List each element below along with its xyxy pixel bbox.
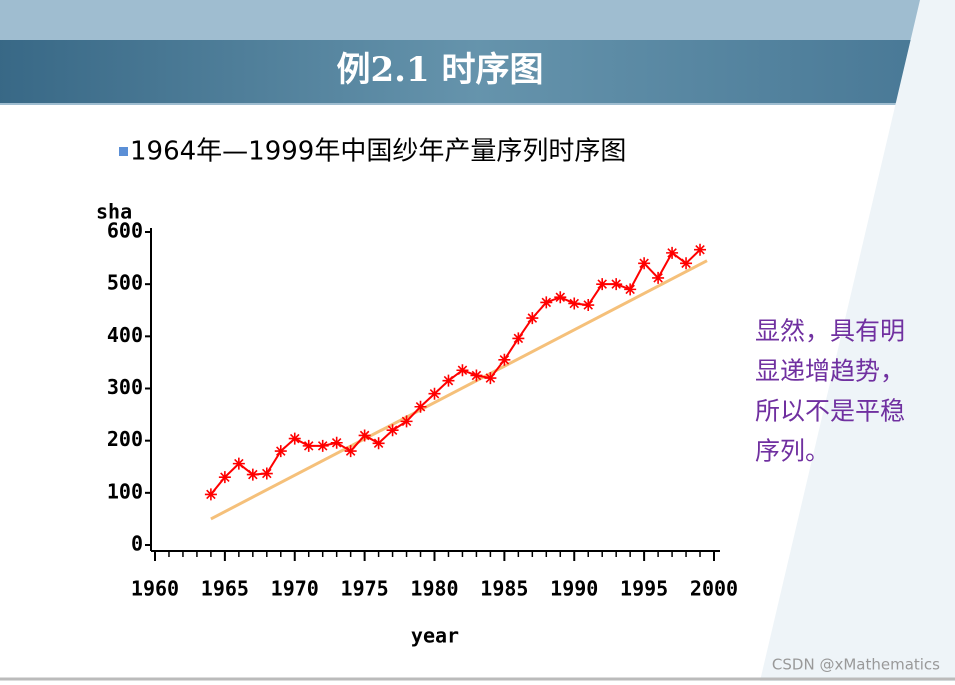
y-tick-label: 0 bbox=[131, 532, 143, 556]
data-point bbox=[680, 257, 693, 270]
data-point bbox=[624, 283, 637, 296]
x-tick-label: 1985 bbox=[480, 577, 528, 601]
data-point bbox=[442, 374, 455, 387]
data-point bbox=[610, 278, 623, 291]
y-tick-label: 400 bbox=[107, 323, 143, 347]
data-point bbox=[232, 457, 245, 470]
data-point bbox=[470, 369, 483, 382]
data-point bbox=[218, 471, 231, 484]
header-band bbox=[0, 40, 955, 103]
data-point bbox=[414, 400, 427, 413]
data-point bbox=[358, 429, 371, 442]
data-point bbox=[386, 424, 399, 437]
x-tick-label: 1965 bbox=[201, 577, 249, 601]
note-line: 显递增趋势， bbox=[755, 357, 905, 386]
x-tick-label: 1970 bbox=[271, 577, 319, 601]
y-axis-label: sha bbox=[96, 200, 132, 224]
x-tick-label: 1980 bbox=[410, 577, 458, 601]
data-point bbox=[652, 271, 665, 284]
chart-panel bbox=[93, 198, 750, 653]
trend-line bbox=[210, 259, 708, 521]
data-point bbox=[456, 364, 469, 377]
data-point bbox=[666, 246, 679, 259]
y-tick-label: 100 bbox=[107, 479, 143, 503]
data-point bbox=[372, 437, 385, 450]
data-point bbox=[526, 312, 539, 325]
data-point bbox=[540, 296, 553, 309]
data-point bbox=[554, 291, 567, 304]
bullet-marker bbox=[119, 147, 128, 156]
data-point bbox=[400, 415, 413, 428]
data-point bbox=[316, 439, 329, 452]
data-point bbox=[302, 439, 315, 452]
y-tick-label: 500 bbox=[107, 271, 143, 295]
data-point bbox=[484, 372, 497, 385]
data-point bbox=[344, 445, 357, 458]
bullet-text: 1964年—1999年中国纱年产量序列时序图 bbox=[130, 137, 626, 167]
data-point bbox=[288, 432, 301, 445]
note-line: 显然，具有明 bbox=[755, 317, 905, 346]
data-point bbox=[638, 257, 651, 270]
x-tick-label: 1960 bbox=[131, 577, 179, 601]
note-line: 所以不是平稳 bbox=[755, 397, 905, 426]
x-axis-label: year bbox=[411, 624, 459, 648]
slide-title: 例2.1 时序图 bbox=[337, 50, 544, 90]
data-point bbox=[512, 332, 525, 345]
x-tick-label: 1975 bbox=[341, 577, 389, 601]
data-point bbox=[582, 299, 595, 312]
note-line: 序列。 bbox=[755, 437, 830, 466]
data-point bbox=[260, 467, 273, 480]
data-point bbox=[330, 436, 343, 449]
data-point bbox=[246, 468, 259, 481]
data-point bbox=[694, 243, 707, 256]
x-tick-label: 2000 bbox=[690, 577, 738, 601]
data-point bbox=[204, 488, 217, 501]
decor-stripe bbox=[760, 0, 955, 681]
data-point bbox=[498, 353, 511, 366]
data-point bbox=[274, 445, 287, 458]
x-tick-label: 1995 bbox=[620, 577, 668, 601]
y-tick-label: 300 bbox=[107, 375, 143, 399]
x-tick-label: 1990 bbox=[550, 577, 598, 601]
y-tick-label: 600 bbox=[107, 219, 143, 243]
data-point bbox=[428, 387, 441, 400]
data-point bbox=[568, 297, 581, 310]
y-tick-label: 200 bbox=[107, 427, 143, 451]
data-point bbox=[596, 278, 609, 291]
watermark: CSDN @xMathematics bbox=[772, 656, 940, 674]
